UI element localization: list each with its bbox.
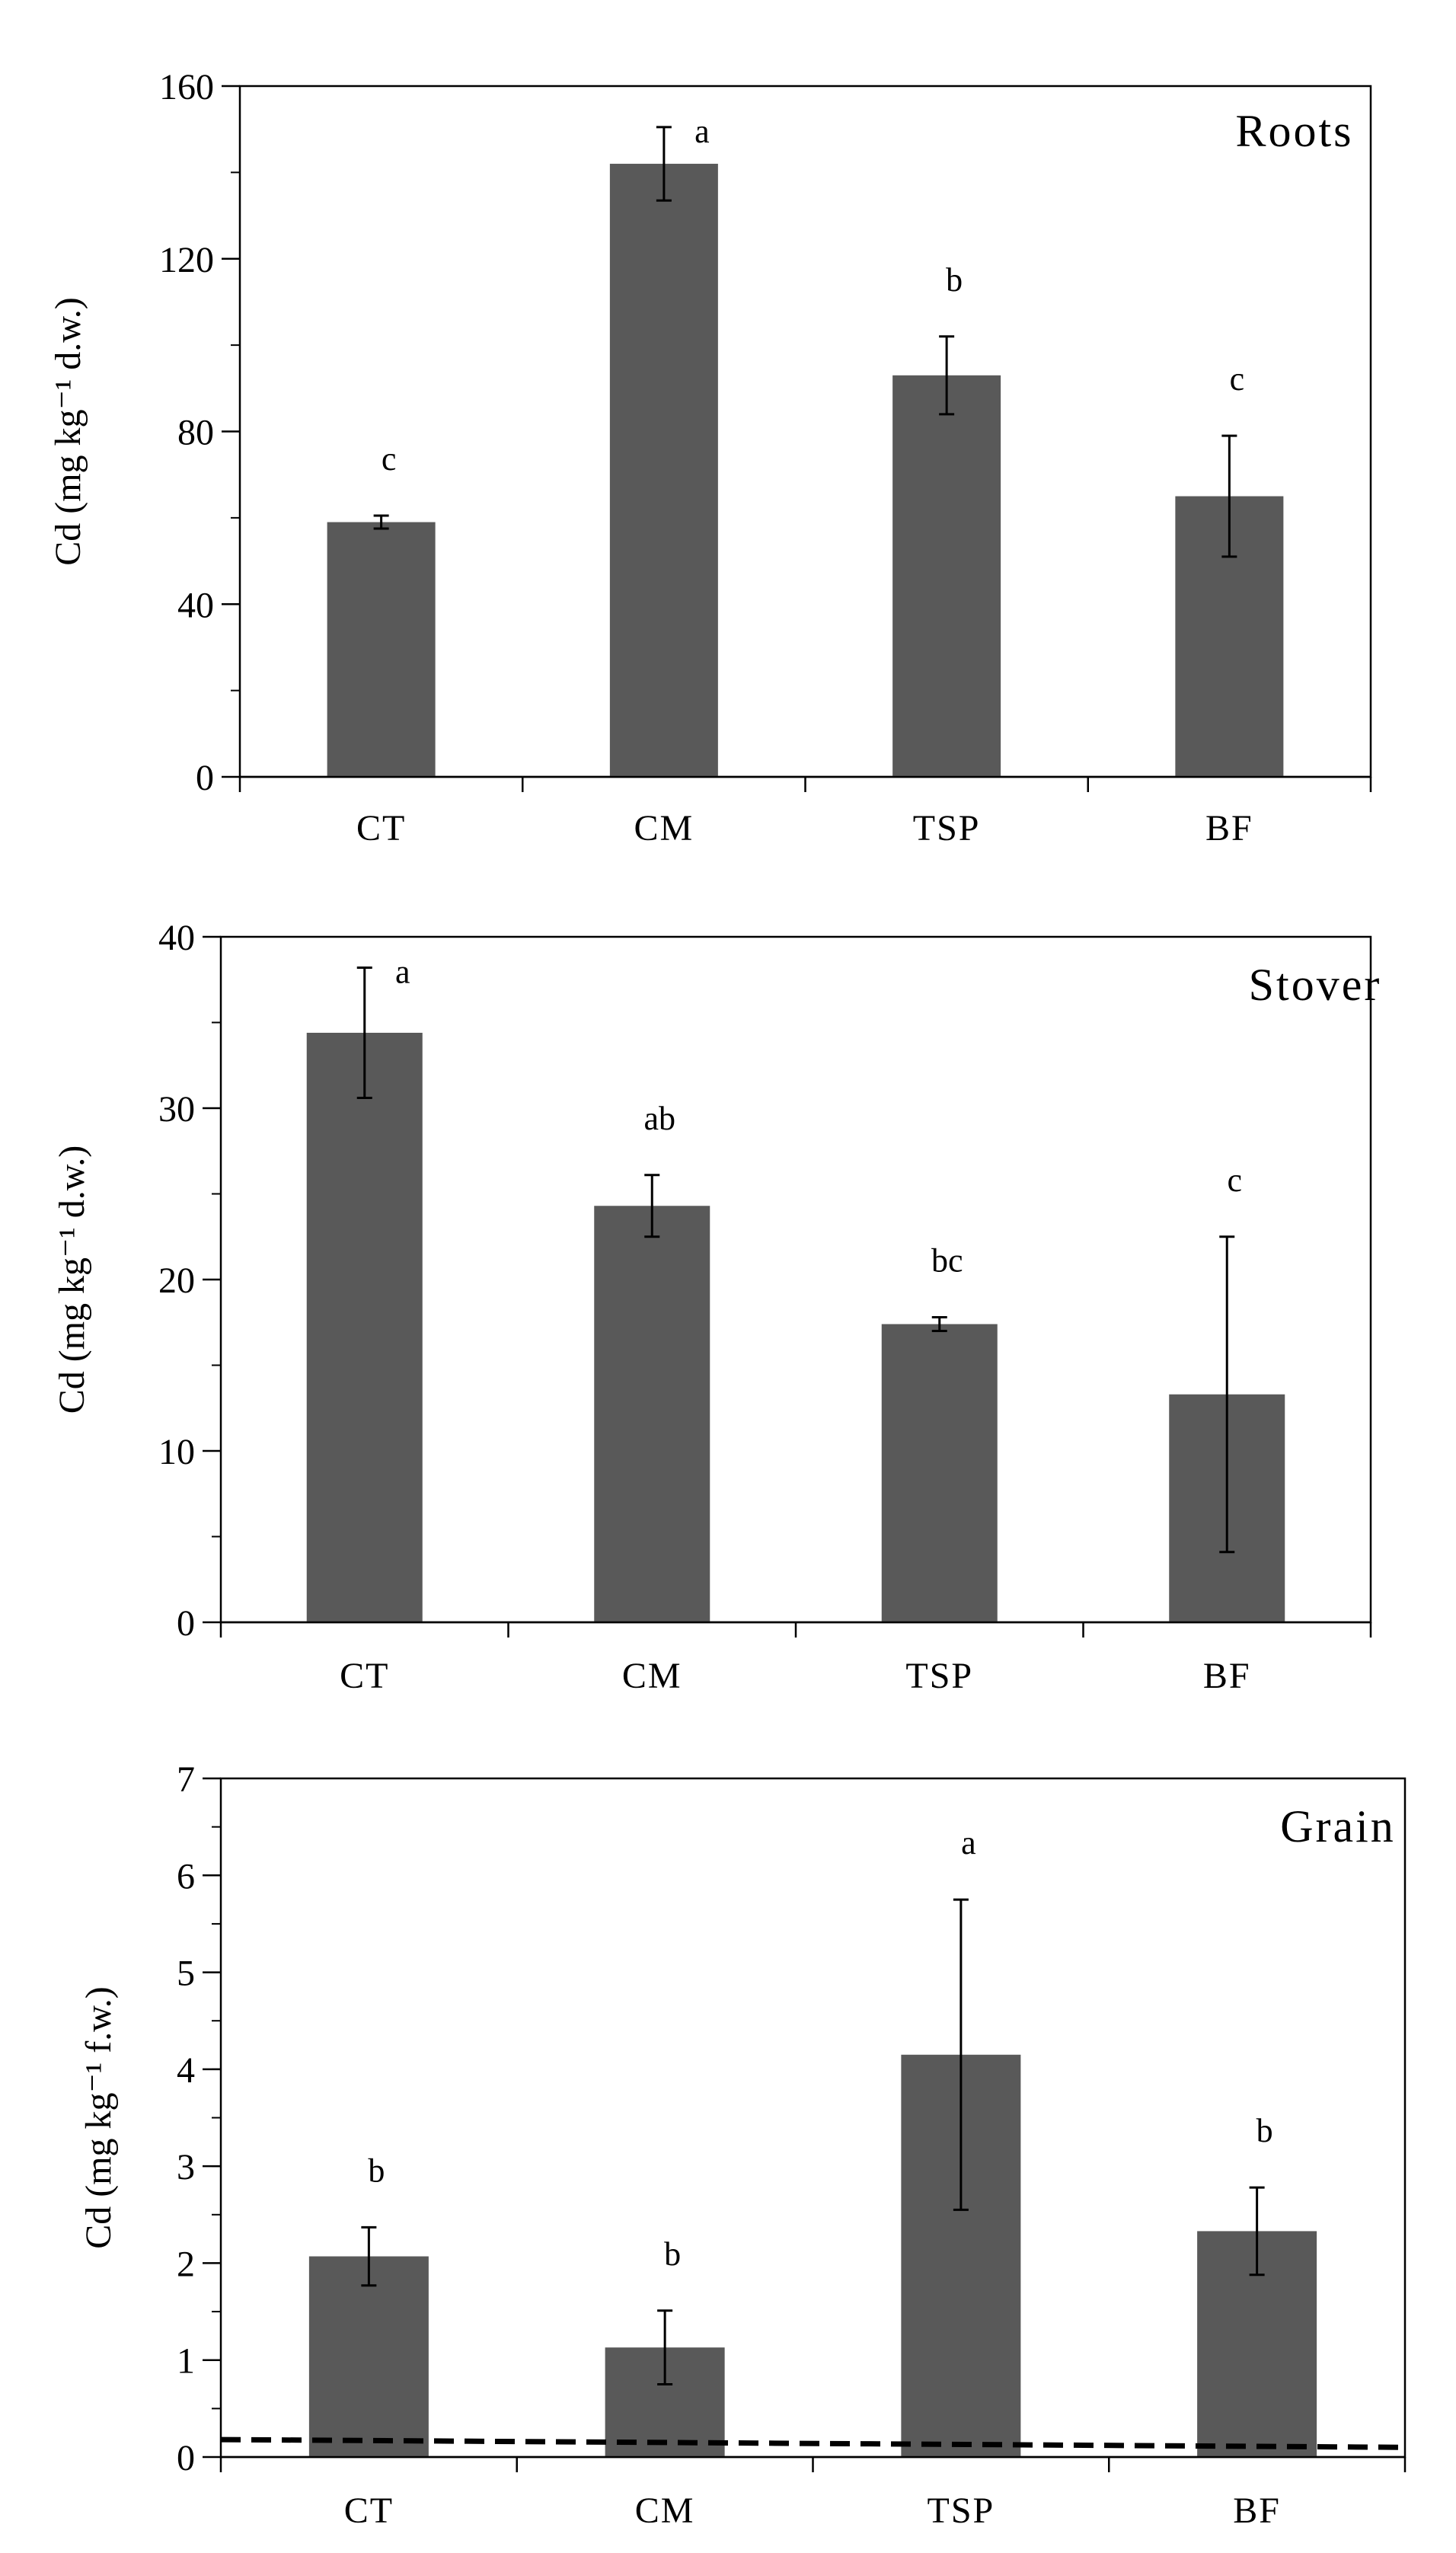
bar-tsp [892,375,1001,777]
significance-letter: ab [643,1100,675,1137]
chart-panel-roots: 0 40 80 120 160 c CT a CM b TSP c BF Roots Cd (mg kg⁻¹… [48,67,1372,848]
significance-letter: a [395,954,410,991]
error-bar-tsp [931,1316,947,1332]
bar-ct [306,1033,423,1622]
y-tick-label: 1 [177,2341,195,2382]
y-tick-label: 160 [159,67,214,107]
x-category-label: TSP [905,1656,973,1696]
error-bar-cm [644,1174,660,1238]
chart-panel-grain: 0 1 2 3 4 5 6 7 b CT b CM a TSP b BF Grain Cd (mg kg⁻¹ f.… [78,1759,1407,2531]
significance-letter: b [946,261,963,299]
y-tick-label: 0 [177,2438,195,2478]
bar-ct [308,2256,429,2457]
error-bar-bf [1219,1235,1235,1554]
y-tick-label: 10 [158,1432,195,1472]
panel-label: Roots [1235,106,1353,156]
significance-letter: a [961,1824,976,1861]
y-axis-label: Cd (mg kg⁻¹ d.w.) [48,297,88,566]
y-tick-label: 40 [158,918,195,958]
bar-tsp [881,1324,998,1622]
y-tick-label: 2 [177,2244,195,2284]
error-bar-tsp [953,1898,969,2211]
x-category-label: BF [1205,808,1253,848]
y-tick-label: 7 [177,1759,195,1800]
y-tick-label: 4 [177,2050,195,2091]
x-category-label: CM [635,2491,695,2531]
error-bar-bf [1221,434,1237,558]
x-category-label: BF [1233,2491,1281,2531]
bar-ct [327,522,436,777]
y-tick-label: 5 [177,1954,195,1994]
bar-cm [609,164,718,778]
significance-letter: c [1227,1161,1242,1199]
panel-label: Grain [1280,1801,1396,1852]
y-tick-label: 6 [177,1856,195,1896]
significance-letter: c [1230,360,1245,398]
x-category-label: TSP [913,808,981,848]
error-bar-cm [657,2309,673,2386]
y-tick-label: 120 [159,240,214,280]
significance-letter: a [694,113,710,150]
reference-line [220,2436,1406,2450]
y-tick-label: 40 [177,585,214,625]
error-bar-bf [1249,2186,1265,2277]
y-tick-label: 0 [177,1603,195,1644]
error-bar-ct [361,2225,377,2287]
y-axis-label: Cd (mg kg⁻¹ f.w.) [78,1986,119,2249]
y-tick-label: 20 [158,1261,195,1301]
x-category-label: CT [344,2491,394,2531]
significance-letter: bc [931,1242,963,1280]
y-tick-label: 30 [158,1089,195,1130]
x-category-label: CT [340,1656,389,1696]
x-category-label: CM [634,808,694,848]
x-category-label: CT [356,808,406,848]
panel-label: Stover [1249,960,1382,1010]
error-bar-tsp [939,335,955,416]
error-bar-ct [356,967,372,1099]
bar-cm [594,1206,710,1622]
significance-letter: b [664,2235,681,2273]
error-bar-ct [373,514,389,530]
significance-letter: b [1256,2112,1273,2149]
error-bar-cm [656,126,672,202]
x-category-label: TSP [928,2491,995,2531]
x-category-label: CM [622,1656,682,1696]
significance-letter: c [382,440,397,478]
y-axis-label: Cd (mg kg⁻¹ d.w.) [52,1145,92,1414]
x-category-label: BF [1203,1656,1251,1696]
significance-letter: b [368,2152,385,2189]
chart-panel-stover: 0 10 20 30 40 a CT ab CM bc TSP c BF Stover Cd (mg kg⁻… [52,918,1382,1696]
y-tick-label: 0 [196,758,214,798]
y-tick-label: 80 [177,413,214,453]
y-tick-label: 3 [177,2147,195,2187]
